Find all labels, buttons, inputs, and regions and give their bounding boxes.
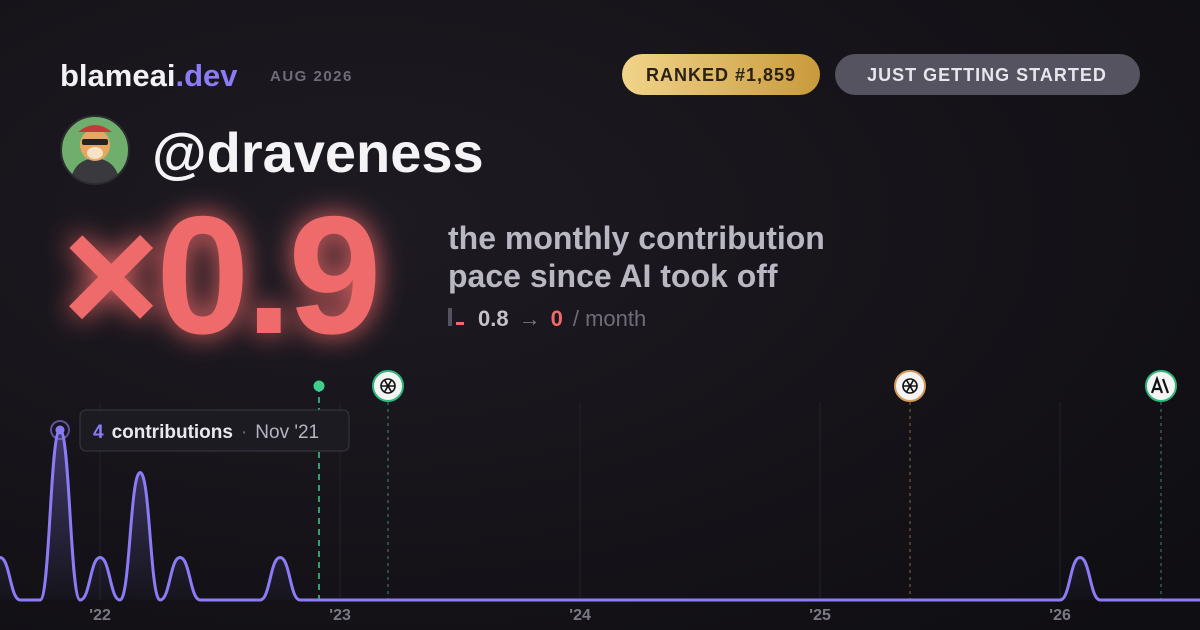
area [0, 430, 1200, 600]
pace-icon [456, 322, 464, 325]
avatar-ring [60, 115, 130, 185]
tooltip-text: 4 contributions · Nov '21 [93, 422, 319, 443]
event-icon [1145, 370, 1177, 402]
avatar [61, 116, 129, 184]
status-badge [835, 54, 1140, 95]
highlight-point [55, 425, 65, 435]
description: the monthly contribution [448, 220, 825, 256]
line [0, 428, 1200, 602]
status-text: JUST GETTING STARTED [867, 65, 1107, 85]
x-tick-label: '25 [809, 607, 831, 624]
x-tick-label: '24 [569, 607, 591, 624]
event-icon [372, 370, 404, 402]
event-icon [894, 370, 926, 402]
event-dot [313, 380, 325, 392]
x-tick-label: '23 [329, 607, 351, 624]
pace-row: 0.8 → 0/ month [478, 306, 646, 331]
x-tick-label: '22 [89, 607, 111, 624]
rank-badge [622, 54, 820, 95]
date: AUG 2026 [270, 68, 353, 85]
pace-icon [448, 308, 452, 326]
handle: @draveness [152, 121, 484, 184]
tooltip [79, 409, 350, 452]
rank-text: RANKED #1,859 [646, 65, 796, 85]
multiplier: ×0.9 [62, 181, 378, 369]
highlight-ring [50, 420, 70, 440]
event-markers [387, 402, 1162, 600]
plot [0, 420, 1200, 602]
brand: blameai.dev [60, 58, 238, 93]
x-tick-label: '26 [1049, 607, 1071, 624]
description: pace since AI took off [448, 258, 778, 294]
